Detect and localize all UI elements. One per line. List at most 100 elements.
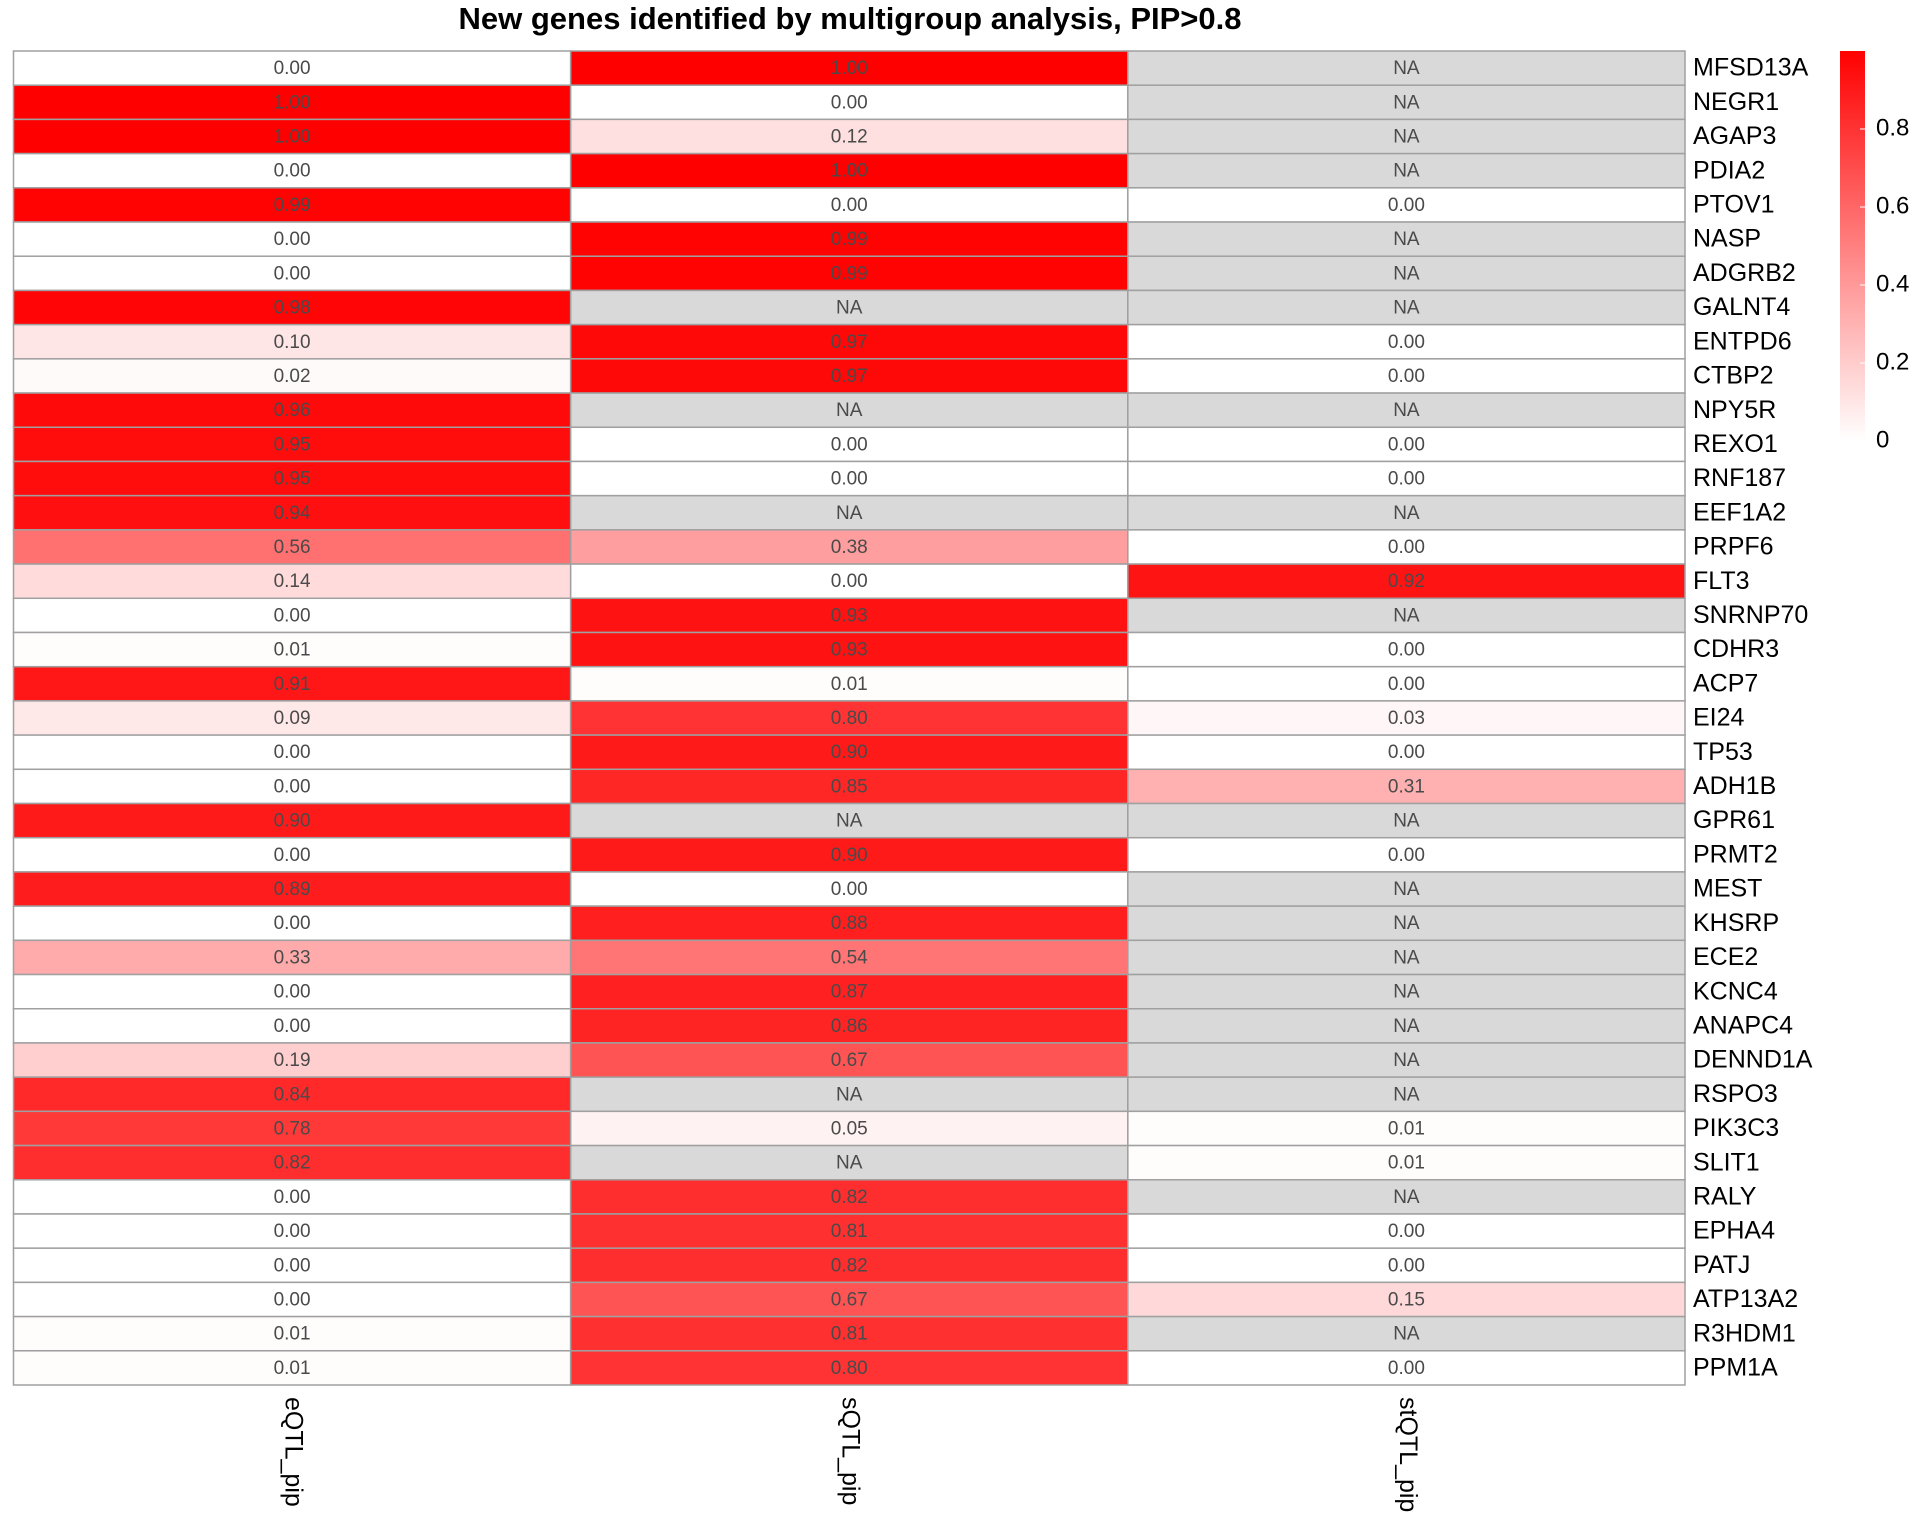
- colorbar: [1840, 51, 1865, 441]
- heatmap-cell: [569, 563, 1129, 600]
- colorbar-tick-label: 0: [1876, 426, 1889, 453]
- heatmap-cell: [12, 768, 572, 805]
- cell-label: 0.00: [274, 845, 311, 866]
- heatmap-cell: [569, 221, 1129, 257]
- heatmap-cell: [569, 1110, 1129, 1147]
- cell-label: 0.00: [274, 58, 311, 79]
- heatmap-cell: [1127, 460, 1686, 497]
- heatmap-cell: [1127, 597, 1686, 634]
- row-label: RALY: [1693, 1182, 1757, 1210]
- cell-label: NA: [1393, 298, 1420, 319]
- heatmap-cell: [12, 460, 572, 497]
- cell-label: NA: [1393, 879, 1420, 900]
- row-label: MFSD13A: [1693, 54, 1809, 82]
- cell-label: NA: [1393, 1050, 1420, 1071]
- cell-label: 0.56: [274, 537, 311, 558]
- heatmap-cell: [569, 700, 1129, 736]
- cell-label: 0.01: [274, 1358, 311, 1379]
- cell-label: NA: [1393, 811, 1420, 832]
- cell-label: 0.00: [1388, 469, 1425, 490]
- heatmap-cell: [1127, 84, 1686, 121]
- heatmap-cell: [12, 1350, 572, 1386]
- cell-label: NA: [1393, 1016, 1420, 1037]
- cell-label: 0.15: [1388, 1290, 1425, 1311]
- heatmap-cell: [1127, 905, 1686, 942]
- cell-label: 0.00: [1388, 195, 1425, 216]
- heatmap-cell: [12, 392, 572, 429]
- heatmap-cell: [12, 1042, 572, 1078]
- colorbar-tick-label: 0.8: [1876, 114, 1909, 141]
- cell-label: 0.78: [274, 1118, 311, 1139]
- cell-label: NA: [836, 811, 863, 832]
- cell-label: 0.94: [274, 503, 311, 524]
- cell-label: NA: [1393, 400, 1420, 421]
- heatmap-cell: [1127, 1110, 1686, 1147]
- heatmap-cell: [12, 50, 572, 86]
- heatmap-cell: [1127, 358, 1686, 394]
- heatmap-cell: [569, 871, 1129, 907]
- row-label: KHSRP: [1693, 909, 1779, 937]
- cell-label: NA: [1393, 263, 1420, 284]
- heatmap-cell: [1127, 426, 1686, 463]
- heatmap-cell: [1127, 1179, 1686, 1215]
- cell-label: 0.82: [831, 1255, 868, 1276]
- row-label: PATJ: [1693, 1251, 1750, 1279]
- heatmap-cell: [1127, 152, 1686, 189]
- row-label: EPHA4: [1693, 1217, 1775, 1245]
- heatmap-cell: [12, 1144, 572, 1181]
- heatmap-cell: [1127, 1007, 1686, 1044]
- cell-label: 0.00: [1388, 1221, 1425, 1242]
- row-label: ENTPD6: [1693, 327, 1792, 355]
- heatmap-cell: [1127, 631, 1686, 668]
- cell-label: NA: [1393, 1084, 1420, 1105]
- cell-label: 0.00: [1388, 537, 1425, 558]
- column-label: sQTL_pip: [837, 1397, 865, 1505]
- cell-label: 0.00: [1388, 742, 1425, 763]
- cell-label: 0.00: [831, 571, 868, 592]
- column-label: stQTL_pip: [1394, 1397, 1422, 1512]
- row-label: ADGRB2: [1693, 259, 1796, 287]
- heatmap-cell: [569, 255, 1129, 292]
- row-label: EI24: [1693, 704, 1745, 732]
- cell-label: 0.80: [831, 1358, 868, 1379]
- heatmap-cell: [1127, 1042, 1686, 1078]
- heatmap-cell: [12, 529, 572, 565]
- cell-label: 0.96: [274, 400, 311, 421]
- heatmap-cell: [12, 871, 572, 907]
- cell-label: 0.00: [274, 605, 311, 626]
- heatmap-cell: [12, 665, 572, 702]
- cell-label: 0.00: [831, 469, 868, 490]
- heatmap-cell: [1127, 836, 1686, 873]
- cell-label: 0.19: [274, 1050, 311, 1071]
- row-label: MEST: [1693, 875, 1762, 903]
- cell-label: 0.01: [1388, 1153, 1425, 1174]
- cell-label: 0.00: [1388, 1358, 1425, 1379]
- cell-label: 0.00: [274, 1221, 311, 1242]
- cell-label: 0.01: [274, 640, 311, 661]
- cell-label: 0.81: [831, 1324, 868, 1345]
- row-label: GPR61: [1693, 806, 1775, 834]
- cell-label: 0.00: [1388, 674, 1425, 695]
- row-label: CDHR3: [1693, 635, 1779, 663]
- heatmap-cell: [1127, 563, 1686, 600]
- cell-label: NA: [836, 1153, 863, 1174]
- cell-label: 0.00: [274, 263, 311, 284]
- cell-label: NA: [836, 298, 863, 319]
- cell-label: NA: [1393, 127, 1420, 148]
- cell-label: 0.95: [274, 469, 311, 490]
- row-label: PRPF6: [1693, 533, 1774, 561]
- cell-label: 0.01: [831, 674, 868, 695]
- heatmap-cell: [12, 973, 572, 1010]
- heatmap-cell: [569, 187, 1129, 223]
- cell-label: 1.00: [831, 58, 868, 79]
- cell-label: 0.99: [831, 263, 868, 284]
- cell-label: 0.00: [274, 1016, 311, 1037]
- heatmap-cell: [569, 50, 1129, 86]
- cell-label: 0.84: [274, 1084, 311, 1105]
- cell-label: NA: [1393, 161, 1420, 182]
- cell-label: 0.00: [831, 434, 868, 455]
- heatmap-cell: [12, 494, 572, 531]
- cell-label: 0.14: [274, 571, 311, 592]
- row-label: DENND1A: [1693, 1046, 1813, 1074]
- heatmap-cell: [1127, 392, 1686, 429]
